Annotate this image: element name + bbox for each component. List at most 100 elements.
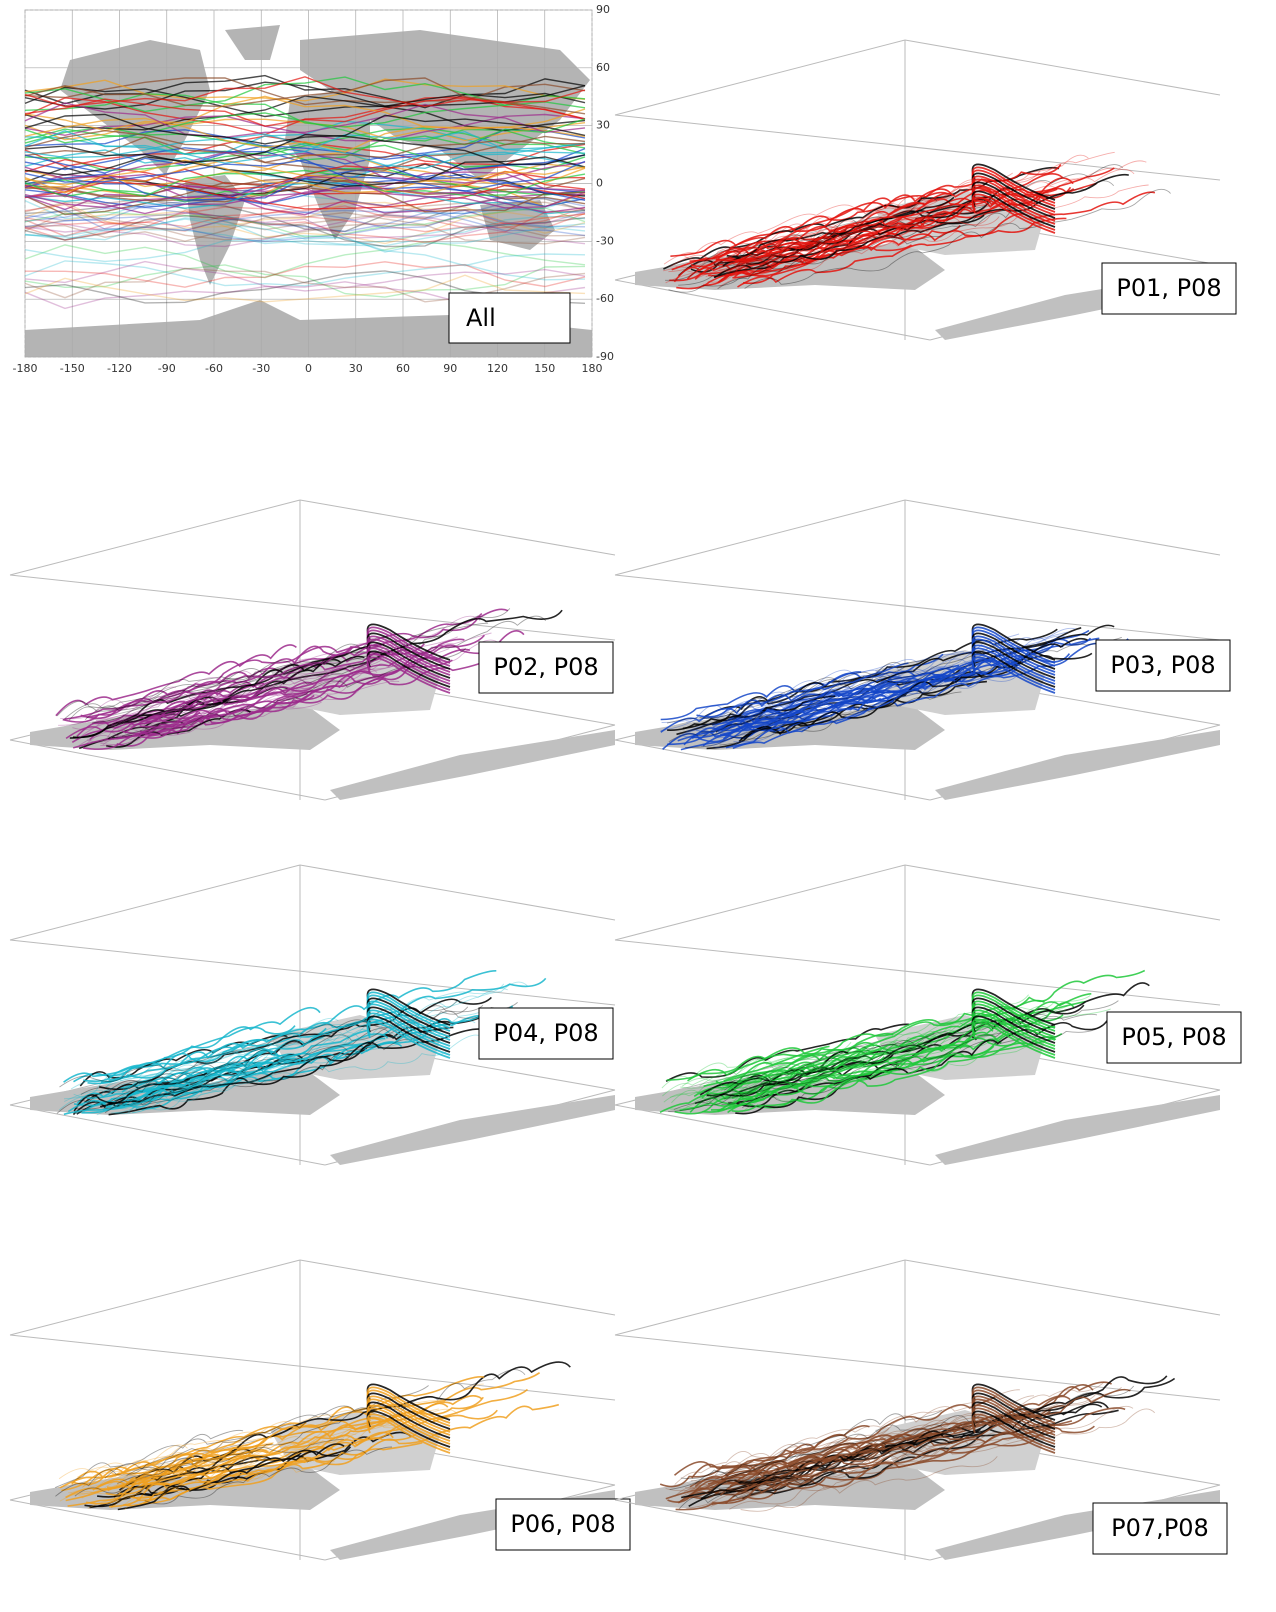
trajectory [711, 1466, 842, 1503]
trajectory [366, 635, 451, 673]
trajectory [701, 700, 870, 747]
trajectory [719, 184, 1149, 287]
trajectory [24, 133, 586, 170]
trajectory [739, 160, 1147, 266]
trajectory [723, 201, 1028, 276]
trajectory [111, 1083, 237, 1114]
trajectory [971, 1392, 1056, 1430]
box-edge [614, 279, 931, 341]
trajectory [128, 1014, 410, 1096]
trajectory [971, 184, 1056, 222]
panel-label: P07,P08 [1111, 1514, 1209, 1542]
trajectory [24, 234, 586, 267]
land [935, 1095, 1220, 1165]
trajectory [65, 711, 201, 740]
trajectory [707, 237, 859, 283]
trajectory [24, 171, 586, 205]
trajectory [971, 1410, 1056, 1448]
trajectory [687, 1032, 894, 1082]
trajectory [668, 231, 824, 273]
panel-label: P03, P08 [1110, 651, 1215, 679]
trajectory-panel [614, 39, 1221, 341]
trajectory [24, 197, 586, 229]
trajectory [24, 211, 586, 245]
trajectory [740, 1456, 998, 1512]
trajectory [86, 699, 247, 743]
trajectory [971, 175, 1056, 213]
trajectory [366, 656, 451, 694]
trajectory [665, 1445, 832, 1492]
trajectory [971, 997, 1056, 1035]
y-tick-label: -60 [596, 292, 614, 305]
trajectory [971, 181, 1056, 219]
trajectory [366, 1395, 451, 1433]
trajectory [63, 622, 489, 720]
trajectory [24, 151, 586, 184]
trajectory [24, 169, 586, 198]
trajectory [139, 690, 261, 725]
trajectory [92, 1453, 221, 1491]
trajectory [24, 205, 586, 232]
trajectory [91, 688, 225, 719]
trajectory [663, 172, 1013, 265]
trajectory [971, 1012, 1056, 1050]
trajectory [661, 648, 1019, 723]
trajectory [85, 1433, 417, 1505]
trajectory [366, 1389, 451, 1427]
trajectory [710, 1045, 970, 1111]
trajectory [667, 695, 836, 731]
trajectory [123, 981, 528, 1090]
trajectory [685, 716, 833, 748]
trajectory [84, 649, 381, 721]
trajectory [108, 969, 497, 1081]
trajectory [677, 697, 882, 742]
land [330, 730, 615, 800]
panel-label: P01, P08 [1116, 274, 1221, 302]
trajectory [732, 638, 1129, 749]
trajectory [740, 1431, 1053, 1495]
trajectory [693, 1008, 1111, 1104]
trajectory [24, 201, 586, 234]
trajectory [366, 1392, 451, 1430]
trajectory [689, 188, 953, 262]
trajectory [366, 623, 451, 661]
trajectory [124, 987, 508, 1106]
trajectory [749, 164, 1124, 261]
trajectory [24, 112, 586, 146]
trajectory [691, 1443, 816, 1479]
trajectory [100, 670, 409, 746]
box-edge [614, 1104, 931, 1166]
label-box [478, 641, 614, 694]
trajectory [106, 1036, 302, 1088]
trajectory [690, 1416, 958, 1483]
trajectory [696, 671, 862, 718]
trajectory [712, 689, 841, 728]
trajectory [971, 1416, 1056, 1454]
x-tick-label: -150 [60, 362, 85, 375]
box-edge [9, 1499, 326, 1561]
trajectory [366, 632, 451, 670]
trajectory [366, 991, 451, 1029]
trajectory [971, 638, 1056, 676]
trajectory [123, 1460, 335, 1511]
box-edge [9, 739, 326, 801]
trajectory [727, 1032, 935, 1085]
trajectory [971, 653, 1056, 691]
y-tick-label: -90 [596, 350, 614, 363]
trajectory [971, 1395, 1056, 1433]
trajectory [71, 1453, 195, 1485]
trajectory [119, 1457, 315, 1509]
trajectory [707, 666, 904, 718]
box-edge [9, 1334, 616, 1401]
trajectory [971, 647, 1056, 685]
trajectory [717, 180, 1115, 290]
trajectory [366, 1398, 451, 1436]
trajectory [730, 636, 1122, 739]
trajectory [24, 261, 586, 288]
trajectory [690, 671, 922, 738]
trajectory [102, 680, 400, 745]
box-edge [904, 39, 1221, 96]
trajectory [971, 166, 1056, 204]
trajectory [971, 1018, 1056, 1056]
trajectory [114, 1459, 237, 1488]
